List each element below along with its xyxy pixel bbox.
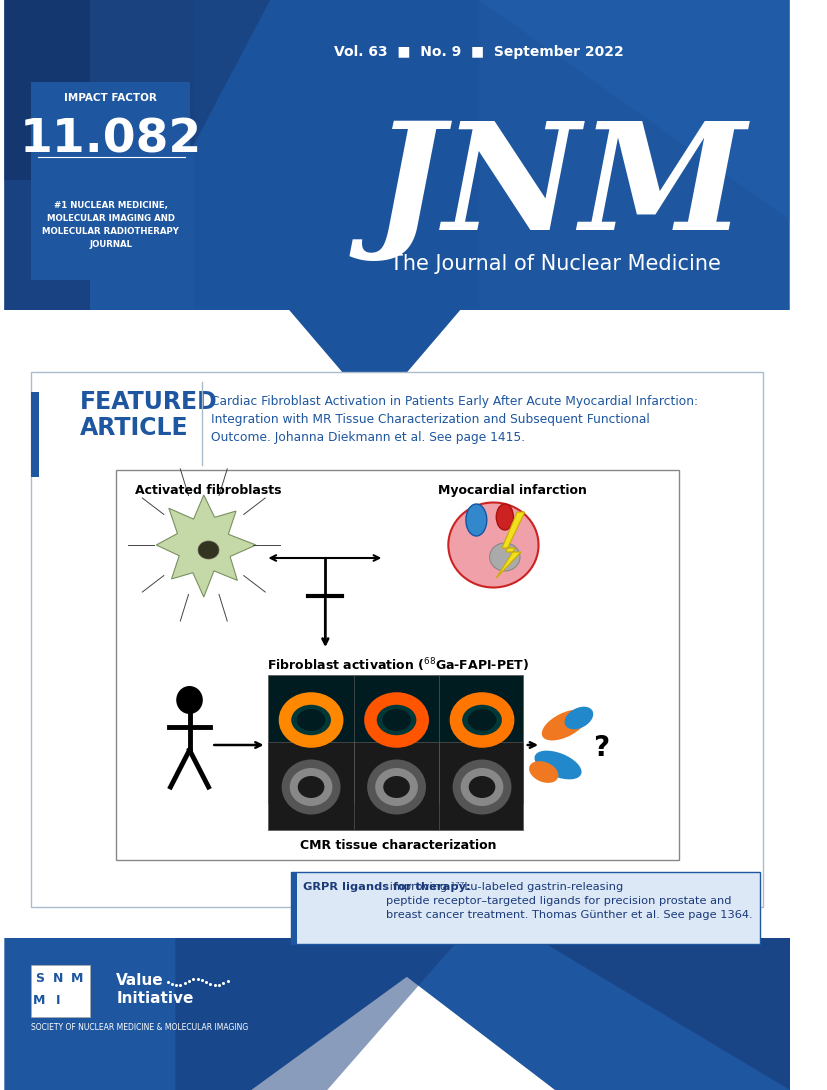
FancyBboxPatch shape [291,872,297,944]
Text: Initiative: Initiative [117,991,194,1005]
FancyBboxPatch shape [31,372,763,907]
Text: #1 NUCLEAR MEDICINE,
MOLECULAR IMAGING AND
MOLECULAR RADIOTHERAPY
JOURNAL: #1 NUCLEAR MEDICINE, MOLECULAR IMAGING A… [42,201,179,250]
Polygon shape [194,0,479,410]
Ellipse shape [565,706,593,729]
Ellipse shape [534,751,581,779]
FancyBboxPatch shape [117,470,679,860]
Ellipse shape [453,697,510,744]
Text: Cardiac Fibroblast Activation in Patients Early After Acute Myocardial Infarctio: Cardiac Fibroblast Activation in Patient… [212,395,698,444]
Text: GRPR ligands for therapy:: GRPR ligands for therapy: [304,882,471,892]
Circle shape [176,686,203,714]
Text: M: M [71,971,84,984]
FancyBboxPatch shape [31,965,90,1017]
Polygon shape [156,495,256,597]
Ellipse shape [466,504,487,536]
Ellipse shape [298,776,324,798]
Text: M: M [33,993,45,1006]
Text: Value: Value [117,972,164,988]
Polygon shape [4,938,460,1090]
Ellipse shape [452,760,511,814]
Polygon shape [4,0,90,310]
Ellipse shape [368,697,425,744]
Text: IMPACT FACTOR: IMPACT FACTOR [65,93,157,102]
Text: JNM: JNM [373,116,747,261]
Text: The Journal of Nuclear Medicine: The Journal of Nuclear Medicine [390,254,720,274]
Ellipse shape [375,768,418,806]
Polygon shape [4,0,790,410]
FancyBboxPatch shape [291,872,760,944]
Text: N: N [53,971,64,984]
Ellipse shape [448,502,538,588]
Ellipse shape [297,708,325,731]
Ellipse shape [468,708,496,731]
FancyBboxPatch shape [31,392,39,477]
Ellipse shape [367,760,426,814]
Ellipse shape [496,504,514,530]
Polygon shape [479,0,790,220]
Ellipse shape [283,697,340,744]
Ellipse shape [282,760,341,814]
Text: Vol. 63  ■  No. 9  ■  September 2022: Vol. 63 ■ No. 9 ■ September 2022 [334,45,624,59]
Polygon shape [496,512,525,578]
Ellipse shape [469,776,495,798]
Text: ARTICLE: ARTICLE [80,416,189,440]
Polygon shape [175,938,460,1090]
Polygon shape [4,0,270,180]
Text: S: S [35,971,44,984]
Text: CMR tissue characterization: CMR tissue characterization [300,838,497,851]
Text: SOCIETY OF NUCLEAR MEDICINE & MOLECULAR IMAGING: SOCIETY OF NUCLEAR MEDICINE & MOLECULAR … [31,1024,248,1032]
Text: Fibroblast activation ($^{68}$Ga-FAPI-PET): Fibroblast activation ($^{68}$Ga-FAPI-PE… [267,656,529,674]
Ellipse shape [490,543,520,571]
FancyBboxPatch shape [268,675,523,803]
Text: improving ¹⁷⁷Lu-labeled gastrin-releasing
peptide receptor–targeted ligands for : improving ¹⁷⁷Lu-labeled gastrin-releasin… [386,882,753,920]
Polygon shape [356,938,790,1090]
Text: FEATURED: FEATURED [80,390,218,414]
FancyBboxPatch shape [268,742,523,829]
Text: Activated fibroblasts: Activated fibroblasts [136,484,282,497]
Text: 11.082: 11.082 [20,118,202,162]
Ellipse shape [289,768,332,806]
Ellipse shape [542,710,587,740]
Text: ?: ? [593,734,609,762]
Polygon shape [536,938,790,1090]
Ellipse shape [382,708,411,731]
Ellipse shape [529,761,558,783]
Ellipse shape [383,776,410,798]
Ellipse shape [198,541,219,559]
FancyBboxPatch shape [31,82,190,280]
Ellipse shape [461,768,504,806]
Text: Myocardial infarction: Myocardial infarction [438,484,587,497]
Text: I: I [56,993,60,1006]
